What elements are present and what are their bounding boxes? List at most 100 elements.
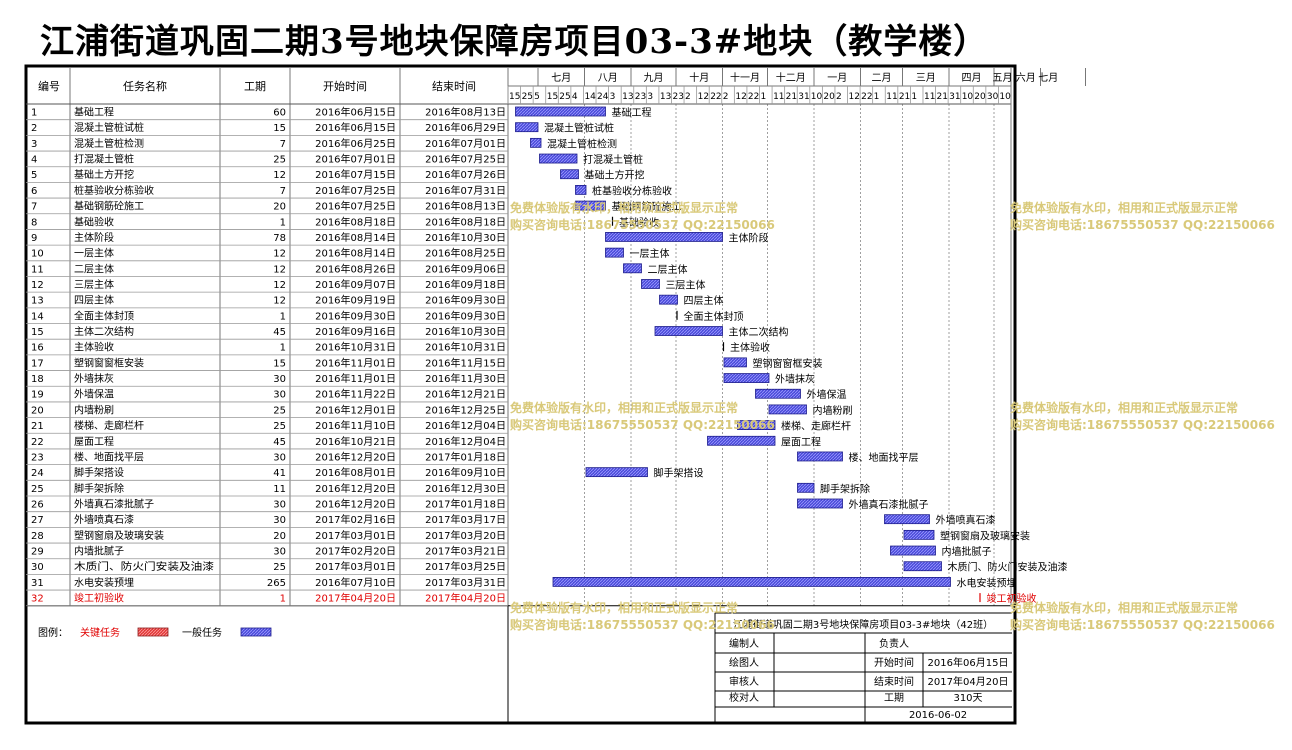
task-name: 水电安装预埋 <box>74 576 134 589</box>
month-label: 七月 <box>1038 72 1058 84</box>
task-id: 17 <box>31 358 44 369</box>
day-label: 25 <box>522 92 533 102</box>
task-bar <box>585 467 648 478</box>
task-bar <box>884 514 930 525</box>
task-id: 23 <box>31 452 44 463</box>
task-duration: 265 <box>267 578 286 589</box>
day-label: 2 <box>836 92 842 102</box>
task-end: 2016年12月21日 <box>425 388 506 401</box>
task-bar-label: 外墙真石漆批腻子 <box>849 498 929 511</box>
task-duration: 30 <box>273 515 286 526</box>
task-duration: 12 <box>273 170 286 181</box>
info-duration-value: 310天 <box>953 693 982 704</box>
info-end-label: 结束时间 <box>874 675 914 688</box>
task-name: 外墙保温 <box>74 388 114 401</box>
task-end: 2017年03月21日 <box>425 545 506 558</box>
task-bar-label: 外墙喷真石漆 <box>936 514 996 527</box>
task-name: 脚手架搭设 <box>74 466 124 479</box>
task-name: 外墙真石漆批腻子 <box>74 498 154 511</box>
day-label: 10 <box>962 92 974 102</box>
task-id: 2 <box>31 123 37 134</box>
task-name: 二层主体 <box>74 263 114 275</box>
task-duration: 78 <box>273 233 286 244</box>
task-id: 8 <box>31 217 37 228</box>
task-bar <box>654 326 723 336</box>
page-title: 江浦街道巩固二期3号地块保障房项目03-3#地块（教学楼） <box>40 22 989 62</box>
task-id: 25 <box>31 484 44 495</box>
task-name: 四层主体 <box>74 295 114 307</box>
day-label: 23 <box>635 92 646 102</box>
task-bar <box>755 388 801 399</box>
day-label: 3 <box>647 92 653 102</box>
task-duration: 15 <box>273 123 286 134</box>
task-start: 2016年12月20日 <box>315 482 396 495</box>
task-name: 楼梯、走廊栏杆 <box>74 419 144 432</box>
day-label: 22 <box>748 92 759 102</box>
month-label: 六月 <box>1016 72 1036 84</box>
task-end: 2016年09月30日 <box>425 294 506 307</box>
task-name: 外墙抹灰 <box>74 372 114 385</box>
task-duration: 25 <box>273 562 286 573</box>
task-end: 2016年10月30日 <box>425 231 506 244</box>
task-start: 2016年07月10日 <box>315 576 396 589</box>
task-name: 基础钢筋砼施工 <box>74 200 144 213</box>
info-duration-label: 工期 <box>884 692 904 704</box>
task-bar-label: 主体验收 <box>730 341 770 354</box>
task-start: 2017年03月01日 <box>315 529 396 542</box>
task-id: 32 <box>31 594 44 605</box>
task-start: 2016年09月30日 <box>315 309 396 322</box>
task-bar-label: 主体阶段 <box>729 231 769 244</box>
task-start: 2016年06月25日 <box>315 137 396 150</box>
day-label: 10 <box>811 92 823 102</box>
day-label: 1 <box>911 92 917 102</box>
task-bar-label: 混凝土管桩检测 <box>547 137 617 150</box>
task-bar <box>623 263 642 274</box>
task-name: 基础验收 <box>74 215 114 228</box>
task-name: 屋面工程 <box>74 436 114 448</box>
month-label: 九月 <box>644 72 664 84</box>
task-end: 2016年10月31日 <box>425 341 506 354</box>
day-label: 11 <box>773 92 784 102</box>
task-bar <box>797 482 815 493</box>
task-id: 15 <box>31 327 44 338</box>
task-start: 2016年08月18日 <box>315 215 396 228</box>
task-duration: 30 <box>273 374 286 385</box>
task-name: 打混凝土管桩 <box>74 153 134 166</box>
task-name: 内墙粉刷 <box>74 403 114 416</box>
info-project: 江浦街道巩固二期3号地块保障房项目03-3#地块（42班） <box>733 618 993 631</box>
task-name: 木质门、防火门安装及油漆 <box>74 560 214 573</box>
task-bar <box>659 294 678 305</box>
month-label: 二月 <box>872 72 892 84</box>
task-duration: 12 <box>273 280 286 291</box>
task-name: 主体二次结构 <box>74 325 134 338</box>
task-start: 2016年07月15日 <box>315 168 396 181</box>
day-label: 15 <box>547 92 558 102</box>
task-start: 2016年09月07日 <box>315 278 396 291</box>
task-end: 2016年12月25日 <box>425 403 506 416</box>
watermark-3: 免费体验版有水印，相用和正式版显示正常 购买咨询电话:18675550537 QQ… <box>510 401 775 432</box>
task-start: 2016年11月01日 <box>315 356 396 369</box>
task-duration: 7 <box>280 186 286 197</box>
task-end: 2016年08月13日 <box>425 106 506 119</box>
day-label: 24 <box>597 92 609 102</box>
task-start: 2016年07月25日 <box>315 184 396 197</box>
task-end: 2016年08月18日 <box>425 215 506 228</box>
day-label: 22 <box>710 92 721 102</box>
task-bar <box>575 200 606 211</box>
task-duration: 25 <box>273 155 286 166</box>
info-start-value: 2016年06月15日 <box>928 656 1009 669</box>
task-bar-label: 外墙保温 <box>807 388 847 401</box>
task-end: 2016年12月04日 <box>425 435 506 448</box>
day-label: 4 <box>572 92 578 102</box>
info-drawer-label: 绘图人 <box>729 656 759 669</box>
task-name: 外墙喷真石漆 <box>74 513 134 526</box>
task-bar-label: 水电安装预埋 <box>957 576 1017 589</box>
task-bar-label: 塑钢窗窗框安装 <box>753 357 823 370</box>
task-duration: 45 <box>273 327 286 338</box>
task-id: 28 <box>31 531 44 542</box>
task-id: 12 <box>31 280 44 291</box>
day-label: 11 <box>924 92 935 102</box>
task-bar <box>552 577 951 587</box>
task-end: 2016年11月30日 <box>425 372 506 385</box>
